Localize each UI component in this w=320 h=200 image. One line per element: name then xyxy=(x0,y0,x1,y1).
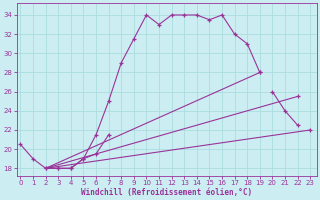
X-axis label: Windchill (Refroidissement éolien,°C): Windchill (Refroidissement éolien,°C) xyxy=(81,188,252,197)
